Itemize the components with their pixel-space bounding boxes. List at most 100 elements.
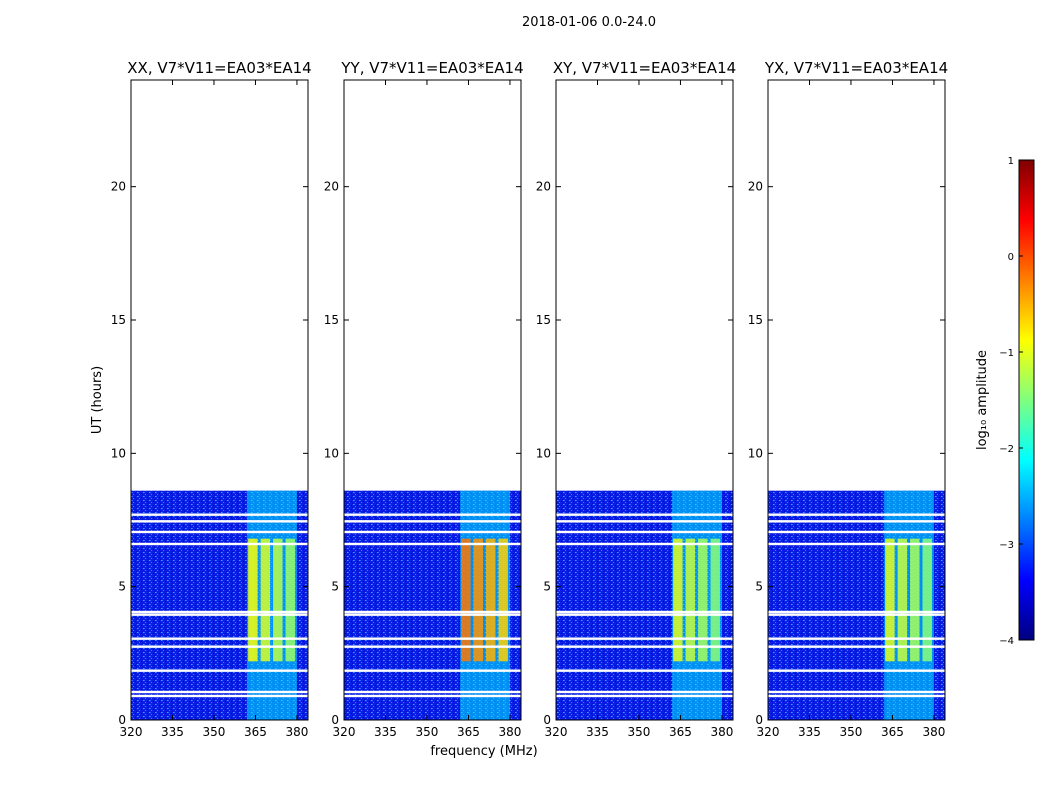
x-tick-label: 335 bbox=[586, 725, 609, 739]
flagged-gap bbox=[131, 690, 308, 694]
y-tick-label: 15 bbox=[536, 313, 551, 327]
heatmap-band-column bbox=[473, 538, 484, 662]
flagged-gap bbox=[344, 637, 521, 640]
heatmap-band-column bbox=[273, 538, 283, 662]
x-tick-label: 320 bbox=[333, 725, 356, 739]
colorbar-tick-label: 0 bbox=[1008, 252, 1014, 263]
y-tick-label: 5 bbox=[543, 580, 551, 594]
flagged-gap bbox=[768, 520, 945, 523]
x-tick-label: 350 bbox=[628, 725, 651, 739]
colorbar-tick-label: −1 bbox=[999, 348, 1014, 359]
flagged-gap bbox=[556, 513, 733, 516]
heatmap-band-column bbox=[285, 538, 295, 662]
y-tick-label: 15 bbox=[748, 313, 763, 327]
y-tick-label: 5 bbox=[118, 580, 126, 594]
x-tick-label: 365 bbox=[881, 725, 904, 739]
x-tick-label: 335 bbox=[798, 725, 821, 739]
heatmap-band-column bbox=[897, 538, 908, 662]
colorbar-tick-label: 1 bbox=[1008, 156, 1014, 167]
figure-suptitle: 2018-01-06 0.0-24.0 bbox=[522, 15, 656, 30]
flagged-gap bbox=[344, 513, 521, 516]
y-tick-label: 10 bbox=[536, 446, 551, 460]
flagged-gap bbox=[131, 542, 308, 546]
y-tick-label: 10 bbox=[324, 446, 339, 460]
y-tick-label: 20 bbox=[536, 180, 551, 194]
flagged-gap bbox=[344, 645, 521, 648]
x-tick-label: 350 bbox=[840, 725, 863, 739]
y-tick-label: 0 bbox=[331, 713, 339, 727]
x-tick-label: 365 bbox=[244, 725, 267, 739]
flagged-gap bbox=[768, 645, 945, 648]
panel-3: XY, V7*V11=EA03*EA14 320 335 350 365 380 0 5 10 1… bbox=[536, 59, 736, 739]
colorbar-label: log₁₀ amplitude bbox=[975, 350, 990, 450]
flagged-gap bbox=[768, 694, 945, 698]
y-tick-label: 5 bbox=[755, 580, 763, 594]
flagged-gap bbox=[556, 645, 733, 648]
flagged-gap bbox=[556, 613, 733, 616]
y-tick-label: 15 bbox=[324, 313, 339, 327]
heatmap-band-column bbox=[910, 538, 920, 662]
flagged-gap bbox=[131, 694, 308, 698]
heatmap-band-column bbox=[685, 538, 696, 662]
panel-frame bbox=[767, 79, 946, 721]
flagged-gap bbox=[556, 669, 733, 672]
flagged-gap bbox=[556, 530, 733, 534]
y-tick-label: 20 bbox=[748, 180, 763, 194]
x-tick-label: 380 bbox=[710, 725, 733, 739]
x-axis-label: frequency (MHz) bbox=[430, 744, 537, 759]
heatmap-band-column bbox=[486, 538, 496, 662]
y-tick-label: 15 bbox=[111, 313, 126, 327]
panel-title: YX, V7*V11=EA03*EA14 bbox=[764, 59, 948, 77]
flagged-gap bbox=[344, 669, 521, 672]
flagged-gap bbox=[344, 613, 521, 616]
y-tick-label: 10 bbox=[748, 446, 763, 460]
flagged-gap bbox=[556, 694, 733, 698]
flagged-gap bbox=[131, 530, 308, 534]
x-tick-label: 320 bbox=[757, 725, 780, 739]
flagged-gap bbox=[131, 513, 308, 516]
heatmap-band-column bbox=[248, 538, 258, 662]
y-tick-label: 0 bbox=[755, 713, 763, 727]
flagged-gap bbox=[768, 530, 945, 534]
heatmap-band-column bbox=[922, 538, 932, 662]
flagged-gap bbox=[556, 690, 733, 694]
flagged-gap bbox=[131, 520, 308, 523]
colorbar-tick-label: −4 bbox=[999, 636, 1014, 647]
flagged-gap bbox=[344, 520, 521, 523]
panel-title: XY, V7*V11=EA03*EA14 bbox=[553, 59, 736, 77]
flagged-gap bbox=[768, 610, 945, 614]
x-tick-label: 350 bbox=[416, 725, 439, 739]
heatmap-band-column bbox=[498, 538, 508, 662]
panel-2: YY, V7*V11=EA03*EA14 320 335 350 365 380 0 5 10 1… bbox=[324, 59, 524, 739]
heatmap-band-column bbox=[673, 538, 683, 662]
flagged-gap bbox=[768, 690, 945, 694]
x-tick-label: 380 bbox=[922, 725, 945, 739]
panel-frame bbox=[130, 79, 309, 721]
heatmap-band-column bbox=[885, 538, 895, 662]
x-tick-label: 380 bbox=[285, 725, 308, 739]
flagged-gap bbox=[131, 669, 308, 672]
panel-1: XX, V7*V11=EA03*EA14 320 335 350 365 380 0 5 10 1… bbox=[111, 59, 312, 739]
flagged-gap bbox=[768, 542, 945, 546]
x-tick-label: 350 bbox=[203, 725, 226, 739]
panel-frame bbox=[343, 79, 522, 721]
flagged-gap bbox=[344, 694, 521, 698]
heatmap-band-column bbox=[698, 538, 708, 662]
colorbar-tick-label: −2 bbox=[999, 444, 1014, 455]
flagged-gap bbox=[344, 610, 521, 614]
x-tick-label: 335 bbox=[161, 725, 184, 739]
flagged-gap bbox=[131, 637, 308, 640]
heatmap-band-column bbox=[710, 538, 720, 662]
heatmap-band-column bbox=[461, 538, 471, 662]
y-tick-label: 0 bbox=[543, 713, 551, 727]
colorbar: 1 0 −1 −2 −3 −4 log₁₀ amplitude bbox=[975, 156, 1035, 647]
x-tick-label: 320 bbox=[120, 725, 143, 739]
x-tick-label: 335 bbox=[374, 725, 397, 739]
flagged-gap bbox=[768, 613, 945, 616]
flagged-gap bbox=[131, 613, 308, 616]
y-tick-label: 0 bbox=[118, 713, 126, 727]
heatmap-band-column bbox=[260, 538, 271, 662]
x-tick-label: 380 bbox=[498, 725, 521, 739]
flagged-gap bbox=[556, 637, 733, 640]
